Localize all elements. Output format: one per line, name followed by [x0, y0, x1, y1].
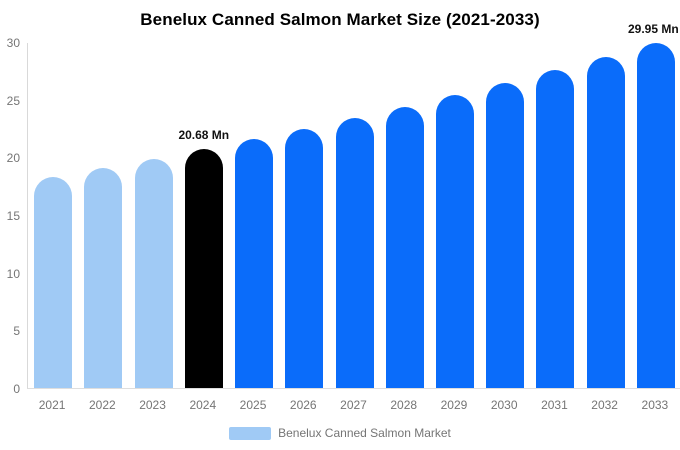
x-tick-label-2025: 2025 — [239, 398, 267, 412]
bar-2021[interactable] — [34, 177, 73, 388]
y-tick-label-25: 25 — [6, 93, 20, 108]
x-tick-label-2028: 2028 — [390, 398, 418, 412]
legend-label: Benelux Canned Salmon Market — [278, 426, 451, 440]
x-tick-label-2022: 2022 — [88, 398, 116, 412]
y-tick-label-20: 20 — [6, 151, 20, 166]
y-tick-label-30: 30 — [6, 36, 20, 50]
x-tick-label-2021: 2021 — [38, 398, 66, 412]
x-tick-label-2032: 2032 — [591, 398, 618, 412]
bar-2033[interactable] — [636, 43, 675, 388]
bar-2029[interactable] — [435, 95, 474, 388]
y-tick-label-0: 0 — [13, 382, 20, 396]
y-tick-label-15: 15 — [6, 209, 20, 223]
legend: Benelux Canned Salmon Market — [0, 426, 680, 440]
value-label-2024: 20.68 Mn — [178, 128, 230, 142]
bar-2031[interactable] — [536, 70, 575, 388]
legend-item-benelux-canned-salmon-market[interactable]: Benelux Canned Salmon Market — [229, 426, 451, 440]
bar-2032[interactable] — [586, 57, 625, 388]
x-tick-label-2023: 2023 — [139, 398, 166, 412]
bar-2027[interactable] — [335, 118, 374, 388]
bar-2022[interactable] — [84, 168, 123, 388]
y-tick-label-5: 5 — [13, 324, 20, 339]
x-tick-label-2024: 2024 — [189, 398, 217, 412]
bar-2030[interactable] — [486, 83, 525, 388]
x-tick-label-2029: 2029 — [440, 398, 468, 412]
x-tick-label-2027: 2027 — [340, 398, 367, 412]
x-tick-label-2031: 2031 — [541, 398, 568, 412]
x-tick-label-2030: 2030 — [490, 398, 518, 412]
legend-swatch — [229, 426, 272, 440]
chart-title: Benelux Canned Salmon Market Size (2021-… — [140, 10, 540, 29]
value-label-2033: 29.95 Mn — [628, 22, 679, 36]
bar-2023[interactable] — [134, 159, 173, 388]
bar-2028[interactable] — [385, 107, 424, 388]
x-tick-label-2026: 2026 — [289, 398, 317, 412]
bar-2024[interactable] — [184, 149, 223, 388]
bar-2026[interactable] — [285, 129, 324, 388]
y-tick-label-10: 10 — [6, 266, 20, 281]
bar-2025[interactable] — [235, 139, 274, 388]
plot-area: 20.68 Mn 29.95 Mn — [27, 22, 680, 389]
x-tick-label-2033: 2033 — [641, 398, 669, 412]
